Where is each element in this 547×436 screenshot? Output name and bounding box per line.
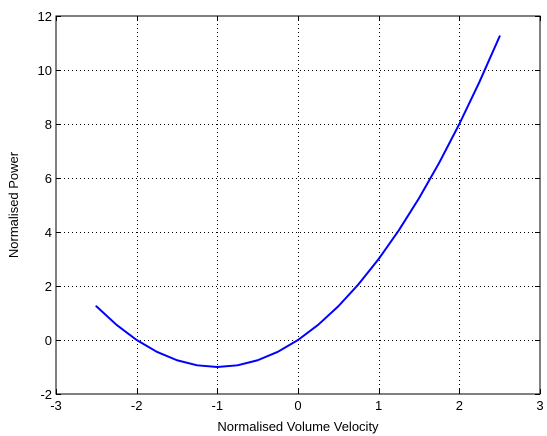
ticks — [56, 16, 541, 395]
x-tick-label: -1 — [212, 398, 224, 413]
y-tick-label: 2 — [45, 279, 52, 294]
y-tick-label: 6 — [45, 171, 52, 186]
x-tick-label: 0 — [294, 398, 301, 413]
x-tick-label: 3 — [536, 398, 543, 413]
x-tick-label: -2 — [131, 398, 143, 413]
x-tick-label: 2 — [456, 398, 463, 413]
series-line — [95, 35, 501, 368]
y-tick-label: 10 — [38, 63, 52, 78]
y-tick-label: 4 — [45, 225, 52, 240]
x-tick-label: -3 — [50, 398, 62, 413]
x-axis-label: Normalised Volume Velocity — [217, 419, 379, 434]
y-tick-label: 8 — [45, 117, 52, 132]
plot-area — [56, 16, 540, 394]
series-layer — [95, 35, 501, 368]
y-axis-label: Normalised Power — [6, 151, 21, 258]
y-tick-label: 12 — [38, 9, 52, 24]
y-tick-label: 0 — [45, 333, 52, 348]
x-tick-label: 1 — [375, 398, 382, 413]
y-tick-label: -2 — [40, 387, 52, 402]
